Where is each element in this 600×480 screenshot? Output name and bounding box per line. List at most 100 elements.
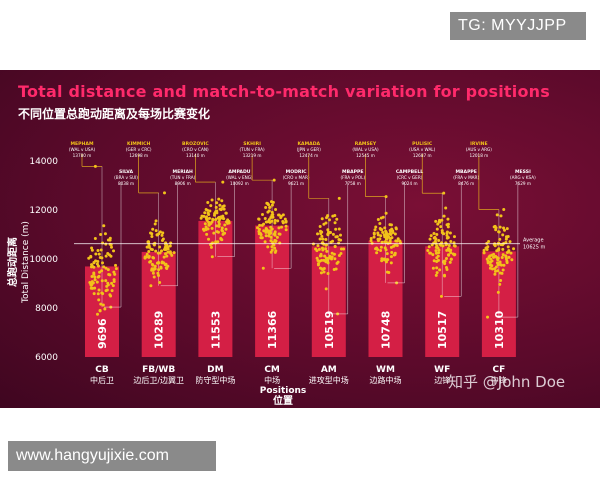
data-point <box>108 238 112 242</box>
data-point <box>277 232 281 236</box>
data-point <box>339 251 343 255</box>
data-point <box>216 230 220 234</box>
data-point <box>104 266 108 270</box>
data-point <box>215 201 219 205</box>
data-point <box>207 216 211 220</box>
data-point <box>385 237 389 241</box>
category-name-cn: 边路中场 <box>370 375 402 385</box>
data-point <box>389 261 393 265</box>
data-point <box>335 217 339 221</box>
data-point <box>166 247 170 251</box>
data-point <box>150 235 154 239</box>
data-point <box>335 261 339 265</box>
data-point <box>92 261 96 265</box>
data-point <box>317 247 321 251</box>
data-point <box>379 245 383 249</box>
data-point <box>332 267 336 271</box>
data-point <box>395 239 399 243</box>
data-point <box>318 229 322 233</box>
data-point <box>161 237 165 241</box>
data-point <box>206 208 210 212</box>
data-point <box>372 235 376 239</box>
data-point <box>482 251 486 255</box>
data-point <box>449 251 453 255</box>
data-point <box>258 231 262 235</box>
data-point <box>434 237 438 241</box>
data-point <box>372 232 376 236</box>
data-point <box>427 245 431 249</box>
min-player-name: MODRIC <box>286 169 308 175</box>
data-point <box>158 280 162 284</box>
data-point <box>439 294 443 298</box>
chart-panel: Total distance and match-to-match variat… <box>0 70 600 408</box>
data-point <box>482 248 486 252</box>
data-point <box>375 251 379 255</box>
data-point <box>91 286 95 290</box>
data-point <box>434 249 438 253</box>
data-point <box>322 222 326 226</box>
data-point <box>99 248 103 252</box>
data-point <box>264 220 268 224</box>
average-value: 10625 m <box>523 245 545 251</box>
min-player-match: (FRA v POL) <box>341 175 366 180</box>
data-point <box>436 258 440 262</box>
data-point <box>435 266 439 270</box>
max-player-name: BROZOVIC <box>182 141 209 147</box>
data-point <box>270 245 274 249</box>
data-point <box>105 284 109 288</box>
data-point <box>326 271 330 275</box>
data-point <box>152 275 156 279</box>
data-point <box>271 240 275 244</box>
data-point <box>434 219 438 223</box>
data-point <box>161 231 165 235</box>
data-point <box>222 217 226 221</box>
category-code: AM <box>321 365 337 375</box>
data-point <box>389 245 393 249</box>
data-point <box>496 248 500 252</box>
data-point <box>96 292 100 296</box>
data-point <box>201 227 205 231</box>
data-point <box>227 221 231 225</box>
data-point <box>376 239 380 243</box>
data-point <box>165 267 169 271</box>
data-point <box>448 260 452 264</box>
data-point <box>274 239 278 243</box>
data-point <box>210 255 214 259</box>
data-point <box>430 243 434 247</box>
data-point <box>442 232 446 236</box>
data-point <box>325 216 329 220</box>
data-point <box>214 240 218 244</box>
y-axis-label: Total Distance (m) <box>21 221 31 304</box>
data-point <box>384 195 388 199</box>
data-point <box>446 225 450 229</box>
data-point <box>98 270 102 274</box>
bar-value-label: 10748 <box>380 311 393 349</box>
data-point <box>434 273 438 277</box>
data-point <box>437 248 441 252</box>
data-point <box>333 245 337 249</box>
data-point <box>500 271 504 275</box>
category-name-cn: 边锋 <box>434 375 450 385</box>
data-point <box>342 247 346 251</box>
data-point <box>512 247 516 251</box>
data-point <box>438 268 442 272</box>
data-point <box>389 255 393 259</box>
data-point <box>499 214 503 218</box>
data-point <box>257 227 261 231</box>
data-point <box>320 234 324 238</box>
data-point <box>435 271 439 275</box>
max-player-name: RAMSEY <box>355 141 377 147</box>
data-point <box>426 248 430 252</box>
data-point <box>447 253 451 257</box>
data-point <box>323 254 327 258</box>
data-point <box>164 248 168 252</box>
min-player-distance: 7629 m <box>515 181 531 186</box>
data-point <box>109 245 113 249</box>
data-point <box>437 218 441 222</box>
data-point <box>432 232 436 236</box>
min-player-name: MESSI <box>515 169 531 175</box>
data-point <box>204 215 208 219</box>
data-point <box>384 248 388 252</box>
max-player-name: KIMMICH <box>127 141 150 147</box>
data-point <box>221 214 225 218</box>
